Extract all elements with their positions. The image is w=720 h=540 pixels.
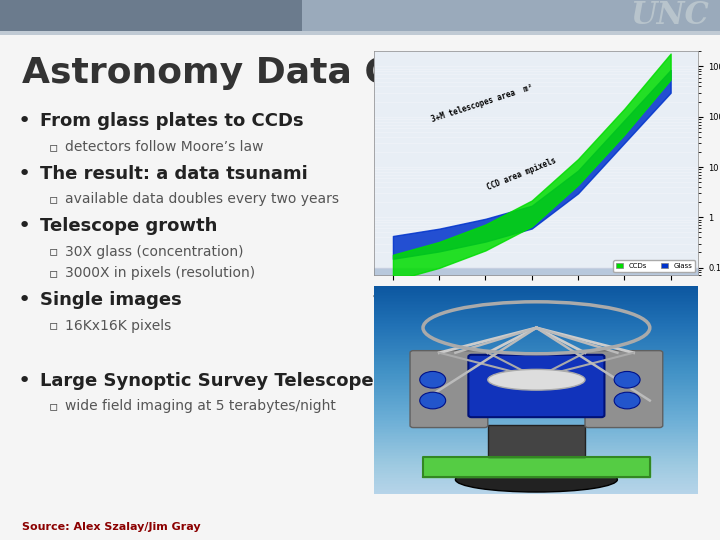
FancyBboxPatch shape (585, 350, 662, 428)
Text: 3+M telescopes area  m²: 3+M telescopes area m² (430, 82, 534, 124)
Text: 3000X in pixels (resolution): 3000X in pixels (resolution) (65, 266, 255, 280)
FancyBboxPatch shape (410, 350, 488, 428)
Text: •: • (18, 290, 31, 310)
FancyBboxPatch shape (488, 426, 585, 457)
Bar (0, 31, 720, 35)
Ellipse shape (488, 369, 585, 390)
Text: Source: Alex Szalay/Jim Gray: Source: Alex Szalay/Jim Gray (22, 522, 200, 531)
Text: •: • (18, 216, 31, 237)
Legend: CCDs, Glass: CCDs, Glass (613, 260, 695, 272)
Text: Large Synoptic Survey Telescope: Large Synoptic Survey Telescope (40, 372, 373, 390)
Text: •: • (18, 370, 31, 391)
Text: detectors follow Moore’s law: detectors follow Moore’s law (65, 140, 264, 154)
Text: Astronomy Data Growth: Astronomy Data Growth (22, 56, 513, 90)
Ellipse shape (455, 467, 618, 492)
FancyBboxPatch shape (469, 355, 605, 417)
Text: 30X glass (concentration): 30X glass (concentration) (65, 245, 243, 259)
Circle shape (420, 392, 446, 409)
Text: ▫: ▫ (49, 319, 58, 333)
Text: ▫: ▫ (49, 399, 58, 413)
Circle shape (614, 372, 640, 388)
Text: ▫: ▫ (49, 245, 58, 259)
Text: •: • (18, 164, 31, 184)
Polygon shape (423, 457, 649, 477)
Circle shape (420, 372, 446, 388)
Text: The result: a data tsunami: The result: a data tsunami (40, 165, 307, 183)
Text: CCD area mpixels: CCD area mpixels (485, 156, 557, 192)
Text: ▫: ▫ (49, 140, 58, 154)
Text: From glass plates to CCDs: From glass plates to CCDs (40, 112, 303, 131)
Text: wide field imaging at 5 terabytes/night: wide field imaging at 5 terabytes/night (65, 399, 336, 413)
Text: available data doubles every two years: available data doubles every two years (65, 192, 339, 206)
Polygon shape (374, 269, 698, 275)
Text: Single images: Single images (40, 291, 181, 309)
Bar (302, 0, 720, 31)
Bar (0, 0, 720, 31)
Text: ▫: ▫ (49, 266, 58, 280)
Text: •: • (18, 111, 31, 132)
Text: UNC: UNC (630, 0, 709, 31)
Text: 16Kx16K pixels: 16Kx16K pixels (65, 319, 171, 333)
Text: Telescope growth: Telescope growth (40, 217, 217, 235)
Text: ▫: ▫ (49, 192, 58, 206)
Circle shape (614, 392, 640, 409)
